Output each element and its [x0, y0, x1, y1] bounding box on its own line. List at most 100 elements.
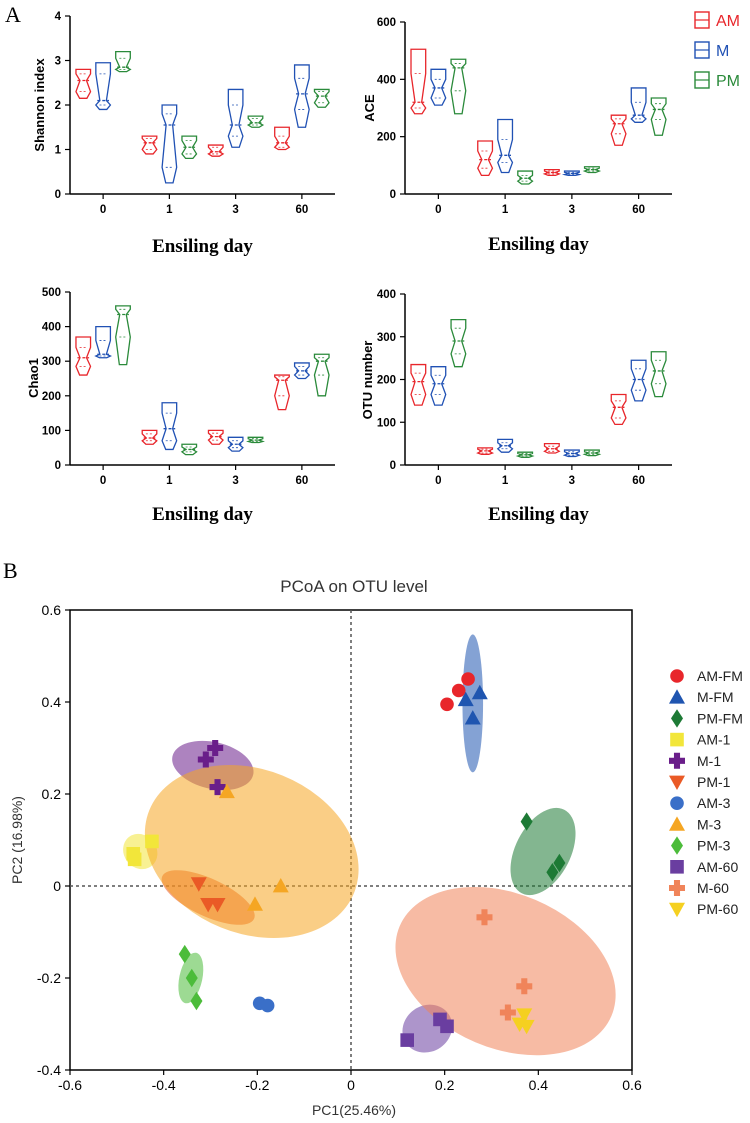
- shannon-violin-M-3: [227, 88, 244, 148]
- pcoa-legend-marker-AM-3: [670, 796, 684, 810]
- chao1-violin-AM-0: [75, 336, 92, 376]
- pcoa-legend-marker-AM-FM: [670, 669, 684, 683]
- pcoa-panel: PCoA on OTU level -0.6 -0.4 -0.2 0 0.2 0.4 0.6…: [9, 577, 743, 1118]
- shannon-y-tick-label: 1: [55, 145, 62, 157]
- pcoa-legend-label-AM-1: AM-1: [697, 732, 731, 748]
- otu-y-tick-label: 200: [377, 375, 396, 387]
- chao1-x-tick-label: 3: [232, 475, 238, 487]
- ace-y-tick-label: 0: [390, 189, 396, 201]
- ace-violin-PM-60: [650, 97, 667, 136]
- pcoa-x-tick-label: 0.6: [622, 1077, 642, 1093]
- pcoa-point-M-3: [218, 783, 235, 799]
- shannon-x-tick-label: 3: [232, 204, 238, 216]
- shannon-violin-PM-1: [181, 135, 198, 160]
- pcoa-point-PM-60: [518, 1019, 535, 1035]
- ace-x-axis-label: Ensiling day: [488, 234, 589, 255]
- ace-y-tick-label: 400: [377, 74, 396, 86]
- chao1-violin-AM-3: [207, 429, 224, 445]
- pcoa-point-M-60: [516, 978, 533, 995]
- panel-label-b: B: [3, 558, 18, 583]
- pcoa-legend-marker-PM-60: [669, 902, 685, 918]
- pcoa-y-tick-label: 0.4: [42, 694, 62, 710]
- pcoa-legend-label-M-1: M-1: [697, 753, 721, 769]
- otu-y-axis-label: OTU number: [360, 341, 375, 420]
- pcoa-point-AM-1: [127, 852, 142, 867]
- chao1-y-axis-label: Chao1: [26, 358, 41, 398]
- pcoa-x-axis-label: PC1(25.46%): [312, 1102, 396, 1118]
- chao1-x-axis-label: Ensiling day: [152, 504, 253, 525]
- violin-chart-otu: 0 100 200 300 400 0 1 3 60 Ensiling day OTU number: [360, 289, 672, 525]
- otu-y-tick-label: 100: [377, 417, 396, 429]
- pcoa-point-M-60: [476, 909, 493, 926]
- ace-violin-M-0: [430, 68, 447, 106]
- shannon-y-tick-label: 4: [55, 11, 62, 23]
- pcoa-point-PM-3: [185, 968, 198, 988]
- pcoa-point-PM-FM: [546, 863, 559, 882]
- legend-label-M: M: [716, 43, 729, 60]
- violin-chart-ace: 0 200 400 600 0 1 3 60 Ensiling day ACE: [362, 17, 672, 255]
- pcoa-x-tick-label: -0.6: [58, 1077, 82, 1093]
- chao1-violin-PM-1: [180, 443, 198, 456]
- pcoa-legend-marker-PM-FM: [671, 709, 683, 728]
- pcoa-point-AM-FM: [451, 683, 466, 698]
- otu-violin-AM-3: [543, 442, 561, 454]
- ace-y-tick-label: 600: [377, 17, 396, 29]
- otu-x-axis-label: Ensiling day: [488, 504, 589, 525]
- pcoa-legend-label-PM-3: PM-3: [697, 838, 731, 854]
- chao1-y-tick-label: 300: [42, 356, 61, 368]
- shannon-violin-PM-60: [313, 88, 330, 108]
- pcoa-legend-label-AM-3: AM-3: [697, 795, 731, 811]
- pcoa-point-M-FM: [471, 684, 488, 700]
- shannon-violin-M-1: [161, 104, 178, 184]
- otu-violin-M-60: [630, 359, 647, 402]
- chao1-y-tick-label: 400: [42, 322, 61, 334]
- pcoa-point-AM-60: [400, 1033, 414, 1047]
- pcoa-point-M-FM: [457, 691, 474, 707]
- shannon-y-tick-label: 3: [55, 56, 61, 68]
- pcoa-y-tick-label: -0.4: [37, 1062, 61, 1078]
- ace-x-tick-label: 0: [435, 204, 441, 216]
- otu-x-tick-label: 60: [632, 475, 645, 487]
- pcoa-point-PM-1: [209, 898, 226, 913]
- pcoa-legend-marker-AM-60: [670, 860, 684, 874]
- chao1-violin-M-1: [161, 402, 178, 451]
- otu-violin-AM-60: [610, 393, 627, 426]
- pcoa-point-M-3: [246, 896, 263, 911]
- pcoa-point-M-FM: [464, 710, 481, 725]
- ace-violin-M-60: [630, 87, 647, 123]
- pcoa-legend-marker-M-3: [669, 816, 685, 831]
- pcoa-ellipse-M-3: [144, 764, 359, 939]
- otu-y-tick-label: 0: [390, 460, 396, 472]
- otu-x-tick-label: 0: [435, 475, 441, 487]
- pcoa-legend-marker-PM-3: [671, 836, 683, 855]
- shannon-x-tick-label: 0: [100, 204, 106, 216]
- shannon-violin-PM-3: [246, 115, 265, 128]
- otu-x-tick-label: 1: [502, 475, 509, 487]
- ace-violin-PM-1: [516, 170, 534, 185]
- pcoa-y-tick-label: 0.6: [42, 602, 62, 618]
- ace-y-tick-label: 200: [377, 132, 396, 144]
- shannon-x-tick-label: 60: [295, 204, 308, 216]
- legend-label-PM: PM: [716, 73, 740, 90]
- pcoa-title: PCoA on OTU level: [280, 577, 427, 596]
- violin-panels: 0 1 2 3 4 0 1 3 60 Ensiling day Shannon index 0 200 4…: [26, 11, 672, 525]
- pcoa-point-AM-1: [145, 834, 159, 849]
- pcoa-point-PM-1: [190, 877, 207, 892]
- chao1-violin-AM-1: [141, 429, 158, 445]
- pcoa-legend-marker-AM-1: [670, 732, 684, 747]
- shannon-y-tick-label: 2: [55, 100, 61, 112]
- pcoa-point-PM-3: [190, 991, 203, 1011]
- otu-violin-PM-0: [450, 319, 467, 368]
- pcoa-legend-label-M-3: M-3: [697, 816, 721, 832]
- pcoa-ellipse-M-60: [395, 886, 616, 1056]
- shannon-violin-M-0: [94, 62, 112, 111]
- otu-violin-AM-0: [410, 363, 427, 406]
- pcoa-legend-marker-M-1: [669, 752, 685, 769]
- pcoa-legend-label-PM-FM: PM-FM: [697, 710, 743, 726]
- pcoa-legend-label-M-60: M-60: [697, 880, 729, 896]
- shannon-violin-AM-3: [207, 144, 225, 157]
- chao1-violin-PM-0: [115, 305, 131, 366]
- pcoa-point-AM-FM: [440, 697, 454, 712]
- shannon-y-axis-label: Shannon index: [32, 58, 47, 152]
